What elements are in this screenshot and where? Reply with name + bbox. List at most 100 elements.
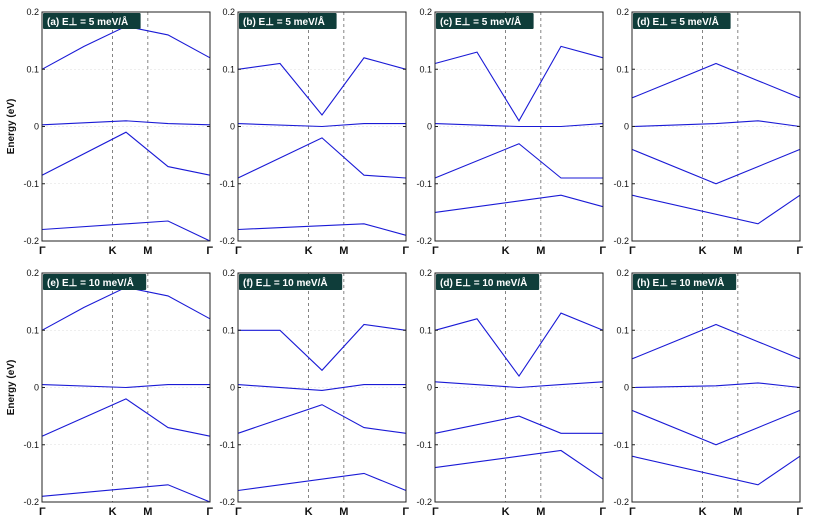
band-series-2 xyxy=(41,384,210,389)
x-tick-label: K xyxy=(109,506,117,518)
band-series-3 xyxy=(631,148,801,185)
x-tick-label: M xyxy=(339,245,348,257)
x-tick-label: Γ xyxy=(402,506,409,518)
y-tick-label: -0.2 xyxy=(23,236,39,246)
y-tick-label: -0.1 xyxy=(219,440,235,450)
y-tick-label: 0.1 xyxy=(616,325,629,335)
x-tick-label: K xyxy=(699,506,707,518)
y-tick-label: -0.1 xyxy=(219,179,235,189)
y-tick-label: 0.2 xyxy=(419,7,432,17)
x-tick-label: M xyxy=(536,245,545,257)
band-series-4 xyxy=(434,194,604,213)
y-tick-label: 0.1 xyxy=(419,64,432,74)
band-series-1 xyxy=(631,323,801,360)
band-series-4 xyxy=(237,472,407,492)
band-series-4 xyxy=(631,455,801,486)
band-series-2 xyxy=(41,120,211,126)
panel-label: (f) E⊥ = 10 meV/Å xyxy=(243,276,328,289)
panel-label: (e) E⊥ = 10 meV/Å xyxy=(47,276,134,289)
y-tick-label: 0 xyxy=(427,122,432,132)
panel-label: (b) E⊥ = 5 meV/Å xyxy=(243,15,325,28)
x-tick-label: M xyxy=(733,506,742,518)
y-axis-label: Energy (eV) xyxy=(6,360,17,416)
panel-label-bg xyxy=(633,274,737,290)
y-tick-label: 0 xyxy=(230,122,235,132)
panel-label-bg xyxy=(43,274,147,290)
band-series-3 xyxy=(41,398,211,437)
x-tick-label: Γ xyxy=(206,506,213,518)
y-tick-label: 0.1 xyxy=(26,64,39,74)
y-tick-label: -0.2 xyxy=(613,236,629,246)
x-tick-label: K xyxy=(305,245,313,257)
x-tick-label: Γ xyxy=(796,506,803,518)
y-tick-label: 0 xyxy=(34,383,39,393)
band-series-3 xyxy=(41,131,211,176)
x-tick-label: K xyxy=(699,245,707,257)
y-tick-label: 0.1 xyxy=(419,325,432,335)
x-tick-label: K xyxy=(502,245,510,257)
x-tick-label: M xyxy=(733,245,742,257)
panel-4: 0.20.10-0.1-0.2Γ K M Γ(d) E⊥ = 5 meV/Å xyxy=(613,7,803,257)
y-tick-label: 0.1 xyxy=(222,325,235,335)
band-series-4 xyxy=(237,223,407,236)
x-tick-label: Γ xyxy=(629,506,636,518)
band-series-4 xyxy=(434,449,604,480)
x-tick-label: Γ xyxy=(432,245,439,257)
y-tick-label: 0.1 xyxy=(616,64,629,74)
x-tick-label: Γ xyxy=(796,245,803,257)
x-tick-label: Γ xyxy=(629,245,636,257)
y-axis-label: Energy (eV) xyxy=(6,99,17,155)
band-series-2 xyxy=(237,123,406,128)
y-tick-label: -0.1 xyxy=(416,440,432,450)
y-tick-label: 0.2 xyxy=(222,268,235,278)
y-tick-label: 0 xyxy=(230,383,235,393)
panel-label: (d) E⊥ = 5 meV/Å xyxy=(637,15,719,28)
x-tick-label: M xyxy=(143,506,152,518)
y-tick-label: 0.1 xyxy=(222,64,235,74)
band-series-3 xyxy=(434,415,603,434)
panel-label: (h) E⊥ = 10 meV/Å xyxy=(637,276,724,289)
y-tick-label: -0.1 xyxy=(613,179,629,189)
x-tick-label: Γ xyxy=(39,245,46,257)
band-series-3 xyxy=(631,409,801,446)
x-tick-label: Γ xyxy=(432,506,439,518)
x-tick-label: M xyxy=(143,245,152,257)
band-series-1 xyxy=(631,62,801,99)
x-tick-label: Γ xyxy=(235,245,242,257)
panel-label: (d) E⊥ = 10 meV/Å xyxy=(440,276,527,289)
x-tick-label: K xyxy=(109,245,117,257)
x-tick-label: Γ xyxy=(402,245,409,257)
panel-label-bg xyxy=(239,13,337,29)
y-tick-label: -0.2 xyxy=(416,236,432,246)
band-series-4 xyxy=(631,194,801,225)
y-tick-label: -0.2 xyxy=(219,236,235,246)
x-tick-label: Γ xyxy=(235,506,242,518)
y-tick-label: 0.2 xyxy=(26,268,39,278)
y-tick-label: 0 xyxy=(624,383,629,393)
panel-label-bg xyxy=(239,274,343,290)
y-tick-label: 0.2 xyxy=(616,7,629,17)
panel-2: 0.20.10-0.1-0.2Γ K M Γ(b) E⊥ = 5 meV/Å xyxy=(219,7,409,257)
y-tick-label: 0.2 xyxy=(26,7,39,17)
y-tick-label: 0 xyxy=(427,383,432,393)
y-tick-label: -0.1 xyxy=(23,440,39,450)
y-tick-label: -0.1 xyxy=(416,179,432,189)
x-tick-label: Γ xyxy=(599,506,606,518)
band-series-1 xyxy=(237,57,407,116)
x-tick-label: Γ xyxy=(599,245,606,257)
x-tick-label: K xyxy=(502,506,510,518)
panel-label-bg xyxy=(633,13,731,29)
y-tick-label: -0.2 xyxy=(416,497,432,507)
band-series-4 xyxy=(41,484,211,503)
x-tick-label: Γ xyxy=(39,506,46,518)
band-series-2 xyxy=(434,123,604,128)
y-tick-label: 0.2 xyxy=(419,268,432,278)
y-tick-label: -0.2 xyxy=(219,497,235,507)
y-tick-label: -0.2 xyxy=(23,497,39,507)
y-tick-label: -0.2 xyxy=(613,497,629,507)
y-tick-label: 0.2 xyxy=(616,268,629,278)
band-series-1 xyxy=(434,312,604,378)
band-series-4 xyxy=(41,220,211,242)
